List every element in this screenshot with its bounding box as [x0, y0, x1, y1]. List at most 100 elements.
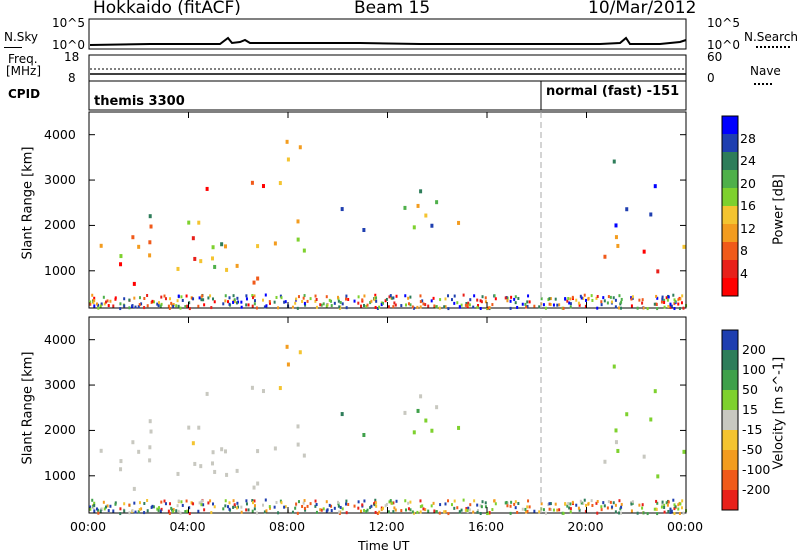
- power-echo: [93, 304, 96, 308]
- velocity-echo: [250, 385, 254, 390]
- velocity-echo: [679, 502, 682, 506]
- colorbar-swatch: [722, 242, 738, 260]
- velocity-echo: [548, 507, 551, 511]
- velocity-echo: [97, 511, 100, 515]
- power-echo: [407, 296, 410, 300]
- power-echo: [424, 213, 428, 218]
- beam-title: Beam 15: [354, 0, 431, 18]
- velocity-echo: [278, 386, 282, 391]
- power-echo: [476, 298, 479, 302]
- velocity-echo: [341, 507, 344, 511]
- velocity-echo: [263, 510, 266, 514]
- velocity-echo: [170, 506, 173, 510]
- power-echo: [245, 297, 248, 301]
- velocity-echo: [443, 510, 446, 514]
- velocity-echo: [133, 501, 136, 505]
- power-echo: [443, 305, 446, 309]
- velocity-echo: [325, 500, 328, 504]
- power-echo: [544, 306, 547, 310]
- power-echo: [404, 303, 407, 307]
- power-echo: [638, 298, 641, 302]
- velocity-echo: [506, 504, 509, 508]
- velocity-echo: [620, 505, 623, 509]
- velocity-echo: [138, 501, 141, 505]
- velocity-echo: [251, 499, 254, 503]
- power-echo: [630, 297, 633, 301]
- power-echo: [330, 304, 333, 308]
- velocity-echo: [99, 448, 103, 453]
- velocity-echo: [309, 502, 312, 506]
- power-echo: [552, 303, 555, 307]
- power-echo: [430, 223, 434, 228]
- power-echo: [106, 299, 109, 303]
- power-echo: [476, 305, 479, 309]
- velocity-echo: [614, 440, 618, 445]
- power-echo: [119, 254, 123, 259]
- velocity-echo: [205, 391, 209, 396]
- power-echo: [132, 281, 136, 286]
- velocity-echo: [419, 510, 422, 514]
- power-echo: [103, 302, 106, 306]
- power-echo: [220, 242, 224, 247]
- power-echo: [548, 297, 551, 301]
- velocity-echo: [481, 500, 484, 504]
- velocity-echo: [504, 501, 507, 505]
- power-echo: [554, 297, 557, 301]
- colorbar-swatch: [722, 134, 738, 152]
- xtick-label: 16:00: [468, 519, 505, 534]
- power-echo: [188, 301, 191, 305]
- velocity-echo: [407, 507, 410, 511]
- velocity-echo: [277, 511, 280, 515]
- velocity-echo: [392, 510, 395, 514]
- power-echo: [636, 306, 639, 310]
- velocity-echo: [357, 506, 360, 510]
- power-echo: [224, 294, 227, 298]
- velocity-echo: [187, 425, 191, 430]
- velocity-echo: [345, 499, 348, 503]
- velocity-echo: [655, 499, 658, 503]
- power-echo: [407, 302, 410, 306]
- nsky-legend-line: [4, 47, 22, 48]
- power-echo: [157, 304, 160, 308]
- power-echo: [89, 302, 92, 306]
- velocity-echo: [102, 500, 105, 504]
- power-echo: [587, 297, 590, 301]
- power-echo: [309, 297, 312, 301]
- power-echo: [525, 305, 528, 309]
- power-echo: [433, 304, 436, 308]
- power-echo: [95, 302, 98, 306]
- velocity-echo: [380, 508, 383, 512]
- power-echo: [394, 303, 397, 307]
- velocity-echo: [646, 512, 649, 516]
- velocity-echo: [467, 506, 470, 510]
- power-echo: [465, 302, 468, 306]
- power-echo: [100, 302, 103, 306]
- power-echo: [678, 306, 681, 310]
- power-echo: [235, 301, 238, 305]
- velocity-echo: [649, 417, 653, 422]
- velocity-echo: [510, 500, 513, 504]
- power-echo: [569, 302, 572, 306]
- power-echo: [464, 303, 467, 307]
- velocity-echo: [97, 508, 100, 512]
- power-echo: [256, 276, 260, 281]
- velocity-echo: [132, 486, 136, 491]
- velocity-echo: [202, 503, 205, 507]
- nave-tick-low: 0: [707, 71, 715, 85]
- power-echo: [228, 296, 231, 300]
- velocity-echo: [404, 499, 407, 503]
- velocity-echo: [315, 502, 318, 506]
- velocity-echo: [677, 507, 680, 511]
- velocity-echo: [167, 509, 170, 513]
- power-echo: [656, 269, 660, 274]
- velocity-echo: [665, 501, 668, 505]
- nave-tick-high: 60: [707, 50, 723, 64]
- velocity-echo: [210, 511, 213, 515]
- velocity-colorbar-tick: -15: [742, 422, 763, 437]
- power-echo: [128, 298, 131, 302]
- power-echo: [184, 305, 187, 309]
- velocity-echo: [291, 510, 294, 514]
- nsearch-tick-low: 10^0: [707, 38, 740, 52]
- power-echo: [682, 306, 685, 310]
